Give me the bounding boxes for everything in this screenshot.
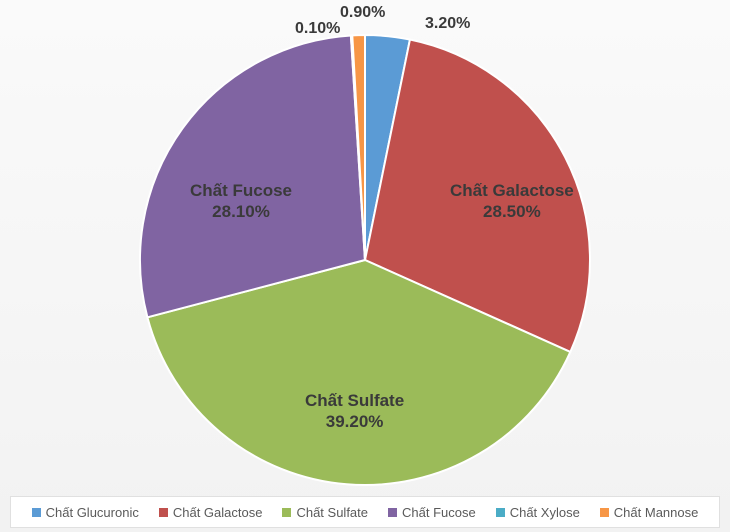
legend-label: Chất Xylose — [510, 505, 580, 520]
legend-item: Chất Xylose — [496, 505, 580, 520]
legend-swatch — [388, 508, 397, 517]
legend-item: Chất Galactose — [159, 505, 263, 520]
pie-chart: 3.20%Chất Galactose28.50%Chất Sulfate39.… — [0, 0, 730, 496]
legend-label: Chất Galactose — [173, 505, 263, 520]
legend-swatch — [282, 508, 291, 517]
legend-swatch — [600, 508, 609, 517]
legend-item: Chất Glucuronic — [32, 505, 139, 520]
legend-label: Chất Sulfate — [296, 505, 368, 520]
legend-swatch — [159, 508, 168, 517]
legend-item: Chất Fucose — [388, 505, 476, 520]
legend-label: Chất Glucuronic — [46, 505, 139, 520]
legend-item: Chất Sulfate — [282, 505, 368, 520]
pie-svg — [0, 0, 730, 496]
legend-item: Chất Mannose — [600, 505, 699, 520]
legend-swatch — [496, 508, 505, 517]
legend-label: Chất Fucose — [402, 505, 476, 520]
legend-label: Chất Mannose — [614, 505, 699, 520]
legend-swatch — [32, 508, 41, 517]
legend: Chất Glucuronic Chất Galactose Chất Sulfat… — [10, 496, 720, 528]
